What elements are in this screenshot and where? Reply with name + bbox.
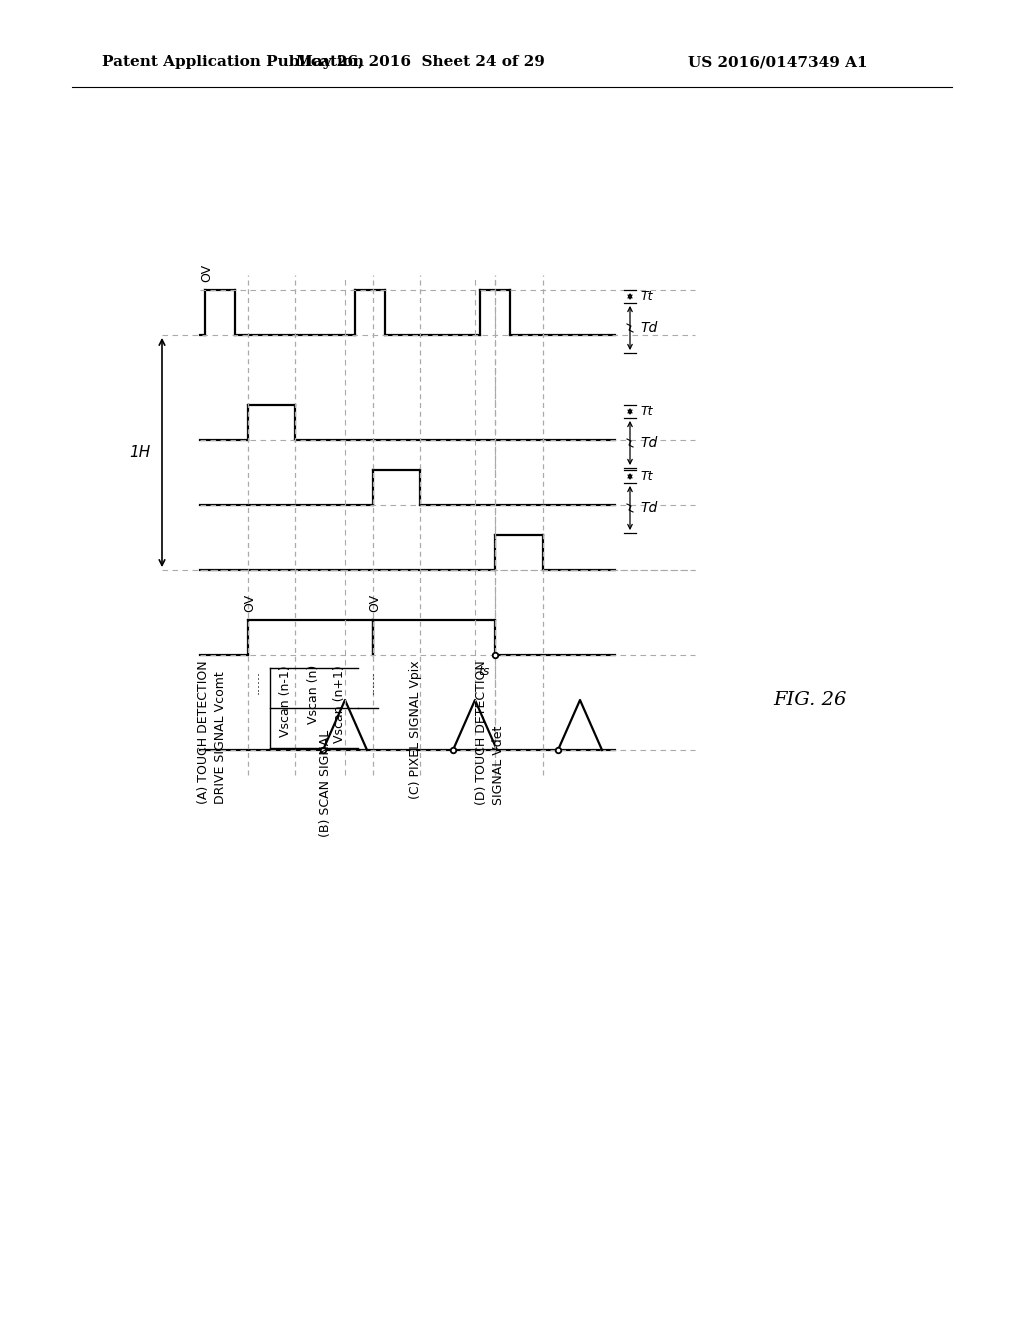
Text: Vscan (n-1): Vscan (n-1) xyxy=(280,665,293,737)
Text: ts: ts xyxy=(478,665,490,678)
Text: Tt: Tt xyxy=(640,290,652,304)
Text: Patent Application Publication: Patent Application Publication xyxy=(102,55,364,69)
Text: (D) TOUCH DETECTION
SIGNAL Vdet: (D) TOUCH DETECTION SIGNAL Vdet xyxy=(475,660,505,805)
Text: 1H: 1H xyxy=(129,445,150,459)
Text: (C) PIXEL SIGNAL Vpix: (C) PIXEL SIGNAL Vpix xyxy=(409,660,422,799)
Text: ......: ...... xyxy=(249,671,261,694)
Text: (A) TOUCH DETECTION
DRIVE SIGNAL Vcomt: (A) TOUCH DETECTION DRIVE SIGNAL Vcomt xyxy=(198,660,226,804)
Text: Tt: Tt xyxy=(640,405,652,418)
Text: FIG. 26: FIG. 26 xyxy=(773,690,847,709)
Text: OV: OV xyxy=(244,594,256,612)
Text: ......: ...... xyxy=(364,671,377,694)
Text: OV: OV xyxy=(201,264,213,282)
Text: (B) SCAN SIGNAL: (B) SCAN SIGNAL xyxy=(318,730,332,837)
Text: Tt: Tt xyxy=(640,470,652,483)
Text: Td: Td xyxy=(640,321,657,335)
Text: OV: OV xyxy=(369,594,382,612)
Text: Td: Td xyxy=(640,436,657,450)
Text: US 2016/0147349 A1: US 2016/0147349 A1 xyxy=(688,55,867,69)
Text: May 26, 2016  Sheet 24 of 29: May 26, 2016 Sheet 24 of 29 xyxy=(296,55,545,69)
Text: Vscan (n+1): Vscan (n+1) xyxy=(334,665,346,743)
Text: Vscan (n): Vscan (n) xyxy=(306,665,319,725)
Text: Td: Td xyxy=(640,502,657,515)
